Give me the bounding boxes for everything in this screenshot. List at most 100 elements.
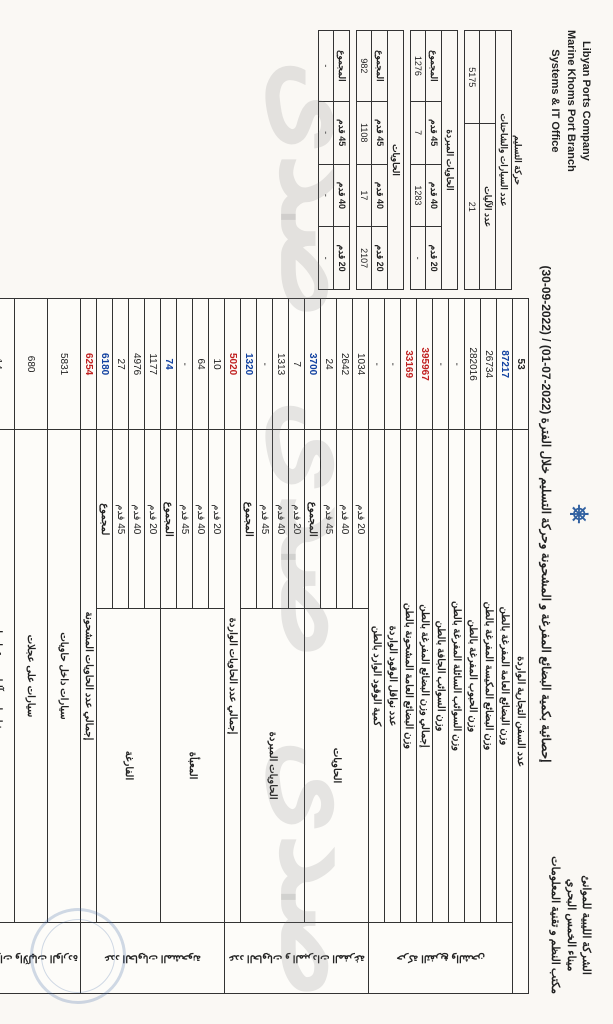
st4-r0-c: - (319, 101, 334, 164)
unload-label-2: وزن الحبوب المفرغة بالطن (465, 430, 481, 923)
side-table-4: 20 قدم 40 قدم 45 قدم المجموع - - - - (318, 30, 350, 290)
side-table-1: عدد السيارات والشاحنات عدد الآليات 21 51… (464, 30, 512, 290)
cont-g1-r0-v: 7 (289, 299, 305, 430)
st3-c0: 20 قدم (372, 227, 388, 290)
unload-val-1: 26734 (481, 299, 497, 430)
unload-label-6: وزن البضائع العامة المشحونة بالطن (401, 430, 417, 923)
st4-r0-a: - (319, 227, 334, 290)
company-en-2: Marine Khoms Port Branch (562, 30, 577, 172)
st4-c1: 40 قدم (334, 164, 350, 227)
unload-label-3: وزن السوائب السائلة المفرغة بالطن (449, 430, 465, 923)
company-en-1: Libyan Ports Company (578, 30, 593, 172)
st3-r0-d: 982 (357, 31, 372, 102)
cont-g1-r1-l: 40 قدم (273, 430, 289, 609)
shipcont-g1-r2-l: 45 قدم (113, 430, 129, 609)
cont-g1-r2-v: - (257, 299, 273, 430)
main-table-block: عدد السفن التجارية الواردة 53 حركة التفر… (0, 298, 529, 994)
cont-total-l: إجمالي عدد الحاويات الواردة (225, 430, 241, 923)
unload-label-7: عدد نواقل الوقود الواردة (385, 430, 401, 923)
row-ships: عدد السفن التجارية الواردة 53 (513, 299, 529, 994)
st2-c3: المجموع (426, 31, 442, 102)
shipcont-g1-r2-v: 27 (113, 299, 129, 430)
cont-g1-r3-l: المجموع (241, 430, 257, 609)
document-page: الشركة الليبية للموانئ ميناء الخمس البحر… (0, 0, 613, 1024)
unload-val-6: 33169 (401, 299, 417, 430)
shipcont-g1-r3-l: لمجموع (97, 430, 113, 609)
cont-g1-r3-v: 1320 (241, 299, 257, 430)
st2-r0-b: 1283 (411, 164, 426, 227)
st2-label: الحاويات المبردة (442, 31, 458, 290)
cont-g1-name: الحاويات المبردة (241, 609, 305, 922)
st3-label: الحاويات (388, 31, 404, 290)
shipcont-g1-r1-l: 40 قدم (129, 430, 145, 609)
st3-r0-b: 17 (357, 164, 372, 227)
st1-r0-b: 5175 (465, 31, 480, 124)
shipcont-g1-r3-v: 6180 (97, 299, 113, 430)
st2-c2: 45 قدم (426, 101, 442, 164)
st3-c3: المجموع (372, 31, 388, 102)
shipcont-g0-r1-v: 64 (193, 299, 209, 430)
st4-c3: المجموع (334, 31, 350, 102)
tables-wrap: عدد السفن التجارية الواردة 53 حركة التفر… (0, 30, 529, 994)
st4-r0-b: - (319, 164, 334, 227)
st4-c0: 20 قدم (334, 227, 350, 290)
st1-col-1 (480, 31, 496, 124)
shipcont-total-v: 6254 (81, 299, 97, 430)
ships-label: عدد السفن التجارية الواردة (513, 430, 529, 994)
header: الشركة الليبية للموانئ ميناء الخمس البحر… (539, 30, 593, 994)
shipcont-g1-r0-v: 1177 (145, 299, 161, 430)
cont-g0-r0-l: 20 قدم (353, 430, 369, 609)
st2-r0-a: - (411, 227, 426, 290)
shipcont-g0-r3-v: 74 (161, 299, 177, 430)
unload-label-8: كمية الوقود الوارد بالطن (369, 430, 385, 923)
side-tables: حركة التسليم عدد السيارات والشاحنات عدد … (312, 30, 529, 290)
company-ar-3: مكتب النظم و تقنية المعلومات (547, 856, 562, 994)
unload-val-7: - (385, 299, 401, 430)
unload-val-3: - (449, 299, 465, 430)
veh-r1-l: سيارات على عجلات (14, 430, 47, 923)
shipcont-g0-name: المعبأة (161, 609, 225, 922)
st1-col-0: عدد الآليات (480, 124, 496, 290)
st4-c2: 45 قدم (334, 101, 350, 164)
st2-c1: 40 قدم (426, 164, 442, 227)
delivery-header: حركة التسليم (512, 30, 523, 290)
cont-g0-r3-l: المجموع (305, 430, 321, 609)
shipcont-g1-r0-l: 20 قدم (145, 430, 161, 609)
shipcont-g0-r0-v: 10 (209, 299, 225, 430)
unload-val-4: - (433, 299, 449, 430)
cont-g1-r2-l: 45 قدم (257, 430, 273, 609)
unload-label-0: وزن البضائع العامة المفرغة بالطن (497, 430, 513, 923)
cont-g0-r1-l: 40 قدم (337, 430, 353, 609)
unload-val-8: - (369, 299, 385, 430)
shipcont-g0-r2-l: 45 قدم (177, 430, 193, 609)
st4-r0-d: - (319, 31, 334, 102)
st3-r0-c: 1108 (357, 101, 372, 164)
cont-g0-r0-v: 1034 (353, 299, 369, 430)
st3-c1: 40 قدم (372, 164, 388, 227)
unload-row-0: حركة التفريغ والشحن وزن البضائع العامة ا… (497, 299, 513, 994)
cont-g0-r2-v: 24 (321, 299, 337, 430)
shipcont-g1-name: الفارغة (97, 609, 161, 922)
main-table: عدد السفن التجارية الواردة 53 حركة التفر… (0, 298, 529, 994)
shipcont-g0-r2-v: - (177, 299, 193, 430)
veh-r0-v: 5831 (47, 299, 80, 430)
shipcont-g1-r1-v: 4976 (129, 299, 145, 430)
cont-g0-r3-v: 3700 (305, 299, 321, 430)
st2-r0-c: 7 (411, 101, 426, 164)
unload-val-5: 395967 (417, 299, 433, 430)
company-en-3: Systems & IT Office (547, 30, 562, 172)
report-title: إحصائية بكمية البضائع المفرغة و المشحونة… (539, 192, 553, 836)
unload-label-4: وزن السوائب الجافة بالطن (433, 430, 449, 923)
logo-icon: ⎈ (553, 494, 593, 534)
shipcont-g0-r1-l: 40 قدم (193, 430, 209, 609)
company-ar-1: الشركة الليبية للموانئ (578, 856, 593, 994)
veh-r0-l: سيارات داخل حاويات (47, 430, 80, 923)
cont-g0-name: الحاويات (305, 609, 369, 922)
shipcont-g0-r3-l: المجموع (161, 430, 177, 609)
side-table-2: الحاويات المبردة 20 قدم 40 قدم 45 قدم ال… (410, 30, 458, 290)
side-table-3: الحاويات 20 قدم 40 قدم 45 قدم المجموع 21… (356, 30, 404, 290)
shipcont-g0-r0-l: 20 قدم (209, 430, 225, 609)
st1-label: عدد السيارات والشاحنات (496, 31, 512, 290)
st3-c2: 45 قدم (372, 101, 388, 164)
cont-g0-r1-v: 2642 (337, 299, 353, 430)
